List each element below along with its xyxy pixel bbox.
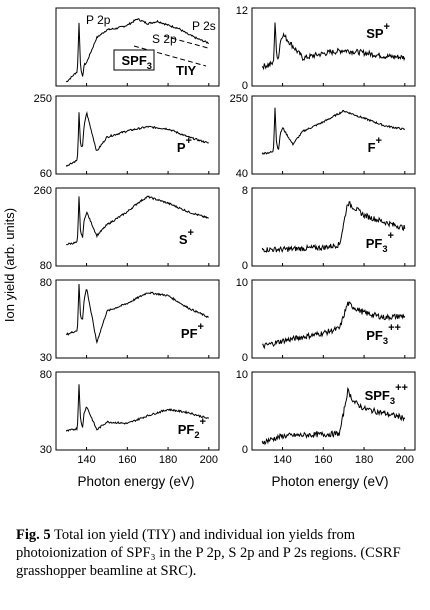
x-tick-label: 160 — [314, 454, 332, 466]
molecule-label-box — [113, 49, 155, 71]
series-line — [262, 301, 406, 350]
y-tick-label-bottom: 30 — [40, 444, 52, 456]
y-tick-label-top: 260 — [34, 185, 52, 197]
series-line — [261, 22, 406, 71]
y-tick-label-top: 10 — [236, 369, 248, 381]
x-axis-label-left: Photon energy (eV) — [77, 474, 194, 489]
y-tick-label-bottom: 0 — [242, 444, 248, 456]
panel-pfplus: 80 30 PF+ — [40, 277, 220, 364]
panel-splus: 260 80 S+ — [34, 185, 220, 272]
x-tick-label: 140 — [273, 454, 291, 466]
series-line — [66, 195, 209, 246]
ion-label: PF+ — [181, 321, 204, 341]
y-axis-label: Ion yield (arb. units) — [2, 208, 17, 322]
panel-frame — [55, 371, 220, 451]
panel-pf3plus: 8 0 PF3+ — [242, 185, 416, 272]
series-line — [261, 107, 406, 155]
series-line — [261, 386, 406, 446]
panel-frame — [251, 371, 416, 451]
panel-frame — [251, 279, 416, 359]
caption-text: Total ion yield (TIY) and individual ion… — [16, 527, 401, 579]
panel-frame — [55, 7, 220, 87]
panel-frame — [55, 279, 220, 359]
panel-frame — [251, 7, 416, 87]
panel-fplus: 250 40 F+ — [230, 93, 416, 180]
ion-label: PF3++ — [366, 322, 401, 346]
ion-label: S+ — [179, 227, 194, 247]
series-line — [261, 201, 406, 254]
y-tick-label-bottom: 30 — [40, 352, 52, 364]
ion-label: SPF3++ — [365, 382, 408, 406]
y-tick-label-top: 12 — [236, 5, 248, 17]
y-tick-label-top: 80 — [40, 277, 52, 289]
ion-label: P+ — [177, 135, 192, 155]
annotation-p2s: P 2s — [192, 19, 216, 33]
y-tick-label-bottom: 0 — [242, 260, 248, 272]
panel-spf3plusplus: 140 160 180 200 10 0 SPF3++ — [236, 369, 416, 466]
panel-frame — [55, 95, 220, 175]
x-tick-label: 180 — [355, 454, 373, 466]
series-line — [65, 111, 209, 168]
caption-label: Fig. 5 — [16, 527, 51, 543]
y-tick-label-top: 10 — [236, 277, 248, 289]
annotation-p2p: P 2p — [86, 13, 111, 27]
y-tick-label-top: 8 — [242, 185, 248, 197]
y-tick-label-top: 250 — [34, 93, 52, 105]
panel-frame — [251, 187, 416, 267]
series-line — [65, 283, 209, 345]
panel-frame — [251, 95, 416, 175]
ion-label: PF2+ — [178, 416, 206, 440]
panel-pplus: 250 60 P+ — [34, 93, 220, 180]
ion-label: PF3+ — [366, 230, 394, 254]
x-tick-label: 160 — [118, 454, 136, 466]
y-tick-label-top: 250 — [230, 93, 248, 105]
series-line — [65, 384, 210, 432]
x-axis-label-right: Photon energy (eV) — [271, 474, 388, 489]
y-tick-label-bottom: 0 — [242, 352, 248, 364]
panel-frame — [55, 187, 220, 267]
panel-pf3plusplus: 10 0 PF3++ — [236, 277, 416, 364]
ion-label: F+ — [368, 135, 382, 155]
y-tick-label-bottom: 40 — [236, 168, 248, 180]
x-tick-label: 200 — [396, 454, 414, 466]
series-line — [65, 18, 209, 83]
y-tick-label-top: 80 — [40, 369, 52, 381]
tiy-label: TIY — [176, 63, 197, 78]
panel-pf2plus: 140 160 180 200 80 30 PF2+ — [40, 369, 220, 466]
y-tick-label-bottom: 80 — [40, 260, 52, 272]
annotation-s2p: S 2p — [152, 32, 177, 46]
x-tick-label: 180 — [159, 454, 177, 466]
panel-spplus: 12 0 SP+ — [236, 5, 416, 92]
molecule-label: SPF3 — [122, 53, 153, 71]
y-tick-label-bottom: 0 — [242, 80, 248, 92]
panel-tiy: P 2p S 2p P 2s SPF3 TIY — [55, 7, 220, 87]
y-tick-label-bottom: 60 — [40, 168, 52, 180]
figure-caption: Fig. 5 Total ion yield (TIY) and individ… — [16, 526, 416, 580]
x-tick-label: 140 — [77, 454, 95, 466]
x-tick-label: 200 — [200, 454, 218, 466]
annotation-dash-s2p — [133, 45, 207, 67]
ion-label: SP+ — [366, 21, 390, 41]
